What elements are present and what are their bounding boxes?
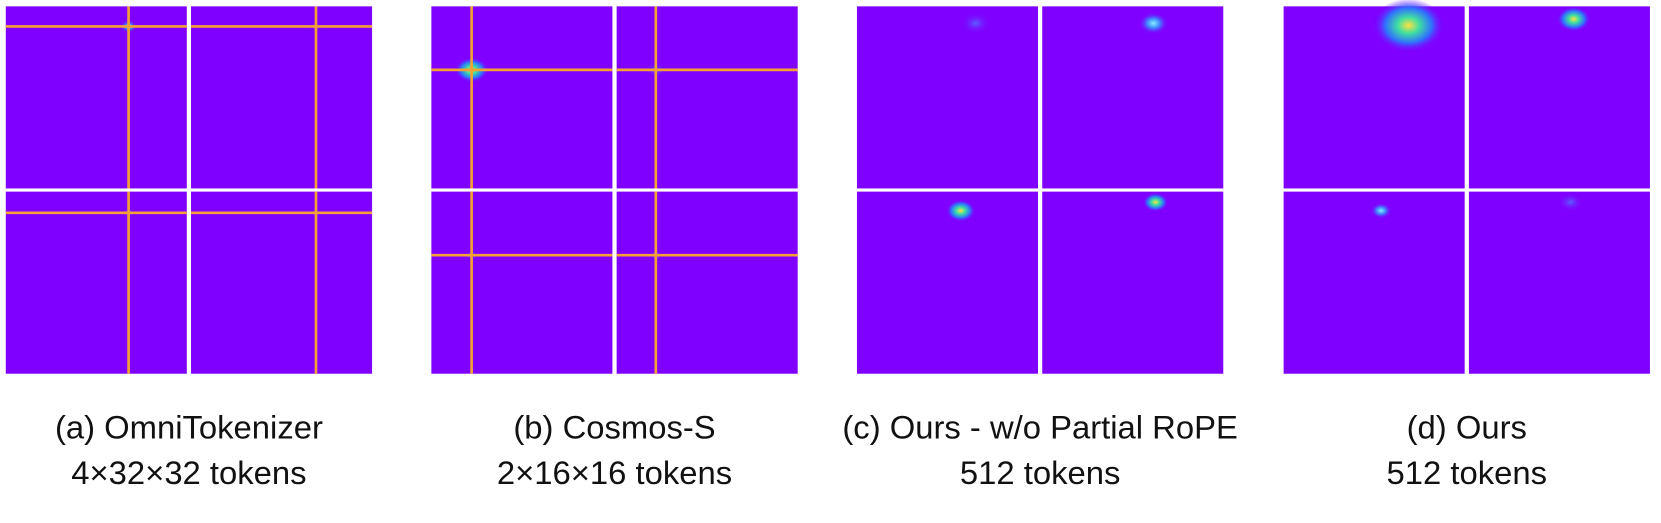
attention-hotspot bbox=[1557, 192, 1584, 212]
attention-hotspot bbox=[1372, 0, 1445, 53]
heatmap-tile bbox=[856, 191, 1039, 374]
heatmap-tile bbox=[856, 6, 1039, 189]
heatmap-tile bbox=[1283, 191, 1465, 374]
attention-hotspot bbox=[960, 12, 991, 35]
heatmap-tile bbox=[616, 191, 798, 374]
heatmap-tile bbox=[616, 6, 798, 189]
panel-caption: (d) Ours bbox=[1407, 408, 1527, 445]
heatmap-tile bbox=[191, 6, 373, 189]
heatmap-tile bbox=[431, 6, 613, 189]
panel-tokens: 2×16×16 tokens bbox=[497, 454, 732, 491]
panel-tokens: 512 tokens bbox=[960, 454, 1120, 491]
heatmap-tile bbox=[191, 191, 373, 374]
heatmap-tile bbox=[1042, 6, 1224, 189]
attention-hotspot bbox=[1370, 202, 1392, 219]
attention-hotspot bbox=[945, 199, 976, 222]
heatmap-tile bbox=[1042, 191, 1224, 374]
heatmap-tile bbox=[1468, 6, 1650, 189]
attention-hotspot bbox=[1138, 12, 1169, 35]
heatmap-tile bbox=[5, 191, 187, 374]
panel-caption: (c) Ours - w/o Partial RoPE bbox=[842, 408, 1237, 445]
panel-caption: (a) OmniTokenizer bbox=[55, 408, 323, 445]
attention-hotspot bbox=[1556, 6, 1591, 32]
heatmap-tile bbox=[5, 6, 187, 189]
heatmap-tile bbox=[431, 191, 613, 374]
panel-tokens: 4×32×32 tokens bbox=[71, 454, 306, 491]
attention-hotspot bbox=[1142, 192, 1169, 212]
panel-caption: (b) Cosmos-S bbox=[513, 408, 715, 445]
heatmap-tile bbox=[1468, 191, 1650, 374]
panel-tokens: 512 tokens bbox=[1387, 454, 1547, 491]
